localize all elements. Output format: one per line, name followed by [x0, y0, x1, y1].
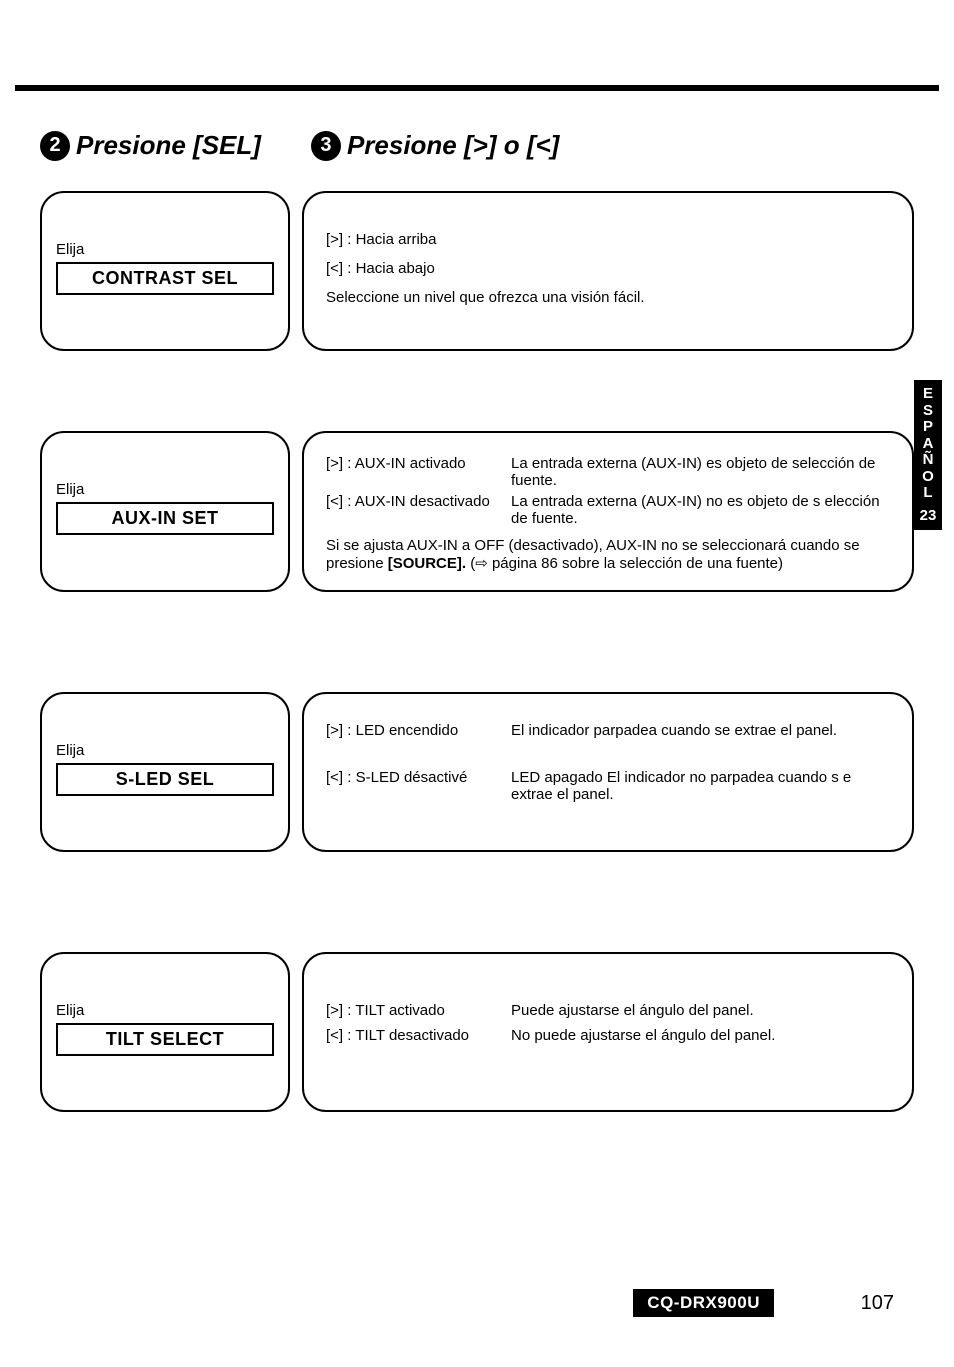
option-key: [>] : TILT activado: [326, 1002, 511, 1019]
option-line: [>] : Hacia arriba: [326, 231, 890, 248]
note-bold: [SOURCE].: [388, 555, 466, 572]
left-panel: Elija S-LED SEL: [40, 692, 290, 852]
lang-letter: O: [914, 469, 942, 486]
option-row: [>] : AUX-IN activado La entrada externa…: [326, 455, 890, 489]
option-desc: Puede ajustarse el ángulo del panel.: [511, 1002, 890, 1019]
step-3-title: Presione [>] o [<]: [347, 130, 559, 161]
page-number: 107: [861, 1292, 894, 1315]
option-row: [<] : TILT desactivado No puede ajustars…: [326, 1027, 890, 1044]
option-key: [<] : AUX-IN desactivado: [326, 493, 511, 527]
setting-row-auxin: Elija AUX-IN SET [>] : AUX-IN activado L…: [40, 431, 914, 592]
step-2-badge: 2: [40, 131, 70, 161]
lang-letter: A: [914, 436, 942, 453]
option-desc: No puede ajustarse el ángulo del panel.: [511, 1027, 890, 1044]
left-panel: Elija TILT SELECT: [40, 952, 290, 1112]
left-panel: Elija CONTRAST SEL: [40, 191, 290, 351]
setting-row-sled: Elija S-LED SEL [>] : LED encendido El i…: [40, 692, 914, 852]
option-desc: El indicador parpadea cuando se extrae e…: [511, 722, 890, 739]
setting-name-box: AUX-IN SET: [56, 502, 274, 535]
right-panel: [>] : TILT activado Puede ajustarse el á…: [302, 952, 914, 1112]
step-2-title: Presione [SEL]: [76, 130, 261, 161]
lang-letter: E: [914, 386, 942, 403]
setting-row-tilt: Elija TILT SELECT [>] : TILT activado Pu…: [40, 952, 914, 1112]
model-badge: CQ-DRX900U: [633, 1289, 774, 1317]
note-post: (⇨ página 86 sobre la selección de una f…: [466, 555, 783, 572]
elija-label: Elija: [56, 481, 274, 498]
option-key: [<] : S-LED désactivé: [326, 769, 511, 803]
option-desc: La entrada externa (AUX-IN) no es objeto…: [511, 493, 890, 527]
step-3-badge: 3: [311, 131, 341, 161]
option-desc: La entrada externa (AUX-IN) es objeto de…: [511, 455, 890, 489]
option-line: [<] : Hacia abajo: [326, 260, 890, 277]
lang-letter: P: [914, 419, 942, 436]
top-divider: [15, 85, 939, 91]
right-panel: [>] : AUX-IN activado La entrada externa…: [302, 431, 914, 592]
right-panel: [>] : LED encendido El indicador parpade…: [302, 692, 914, 852]
lang-letter: S: [914, 403, 942, 420]
note-text: Si se ajusta AUX-IN a OFF (desactivado),…: [326, 537, 890, 572]
option-line: Seleccione un nivel que ofrezca una visi…: [326, 289, 890, 306]
elija-label: Elija: [56, 742, 274, 759]
option-key: [>] : AUX-IN activado: [326, 455, 511, 489]
lang-letter: L: [914, 485, 942, 502]
elija-label: Elija: [56, 241, 274, 258]
elija-label: Elija: [56, 1002, 274, 1019]
setting-name-box: CONTRAST SEL: [56, 262, 274, 295]
setting-row-contrast: Elija CONTRAST SEL [>] : Hacia arriba [<…: [40, 191, 914, 351]
left-panel: Elija AUX-IN SET: [40, 431, 290, 592]
setting-name-box: S-LED SEL: [56, 763, 274, 796]
option-row: [>] : LED encendido El indicador parpade…: [326, 722, 890, 739]
option-key: [>] : LED encendido: [326, 722, 511, 739]
option-row: [<] : S-LED désactivé LED apagado El ind…: [326, 769, 890, 803]
option-row: [>] : TILT activado Puede ajustarse el á…: [326, 1002, 890, 1019]
option-desc: LED apagado El indicador no parpadea cua…: [511, 769, 890, 803]
option-row: [<] : AUX-IN desactivado La entrada exte…: [326, 493, 890, 527]
option-key: [<] : TILT desactivado: [326, 1027, 511, 1044]
setting-name-box: TILT SELECT: [56, 1023, 274, 1056]
right-panel: [>] : Hacia arriba [<] : Hacia abajo Sel…: [302, 191, 914, 351]
lang-page: 23: [914, 508, 942, 525]
language-tab: E S P A Ñ O L 23: [914, 380, 942, 530]
lang-letter: Ñ: [914, 452, 942, 469]
step-headings: 2 Presione [SEL] 3 Presione [>] o [<]: [40, 130, 914, 161]
